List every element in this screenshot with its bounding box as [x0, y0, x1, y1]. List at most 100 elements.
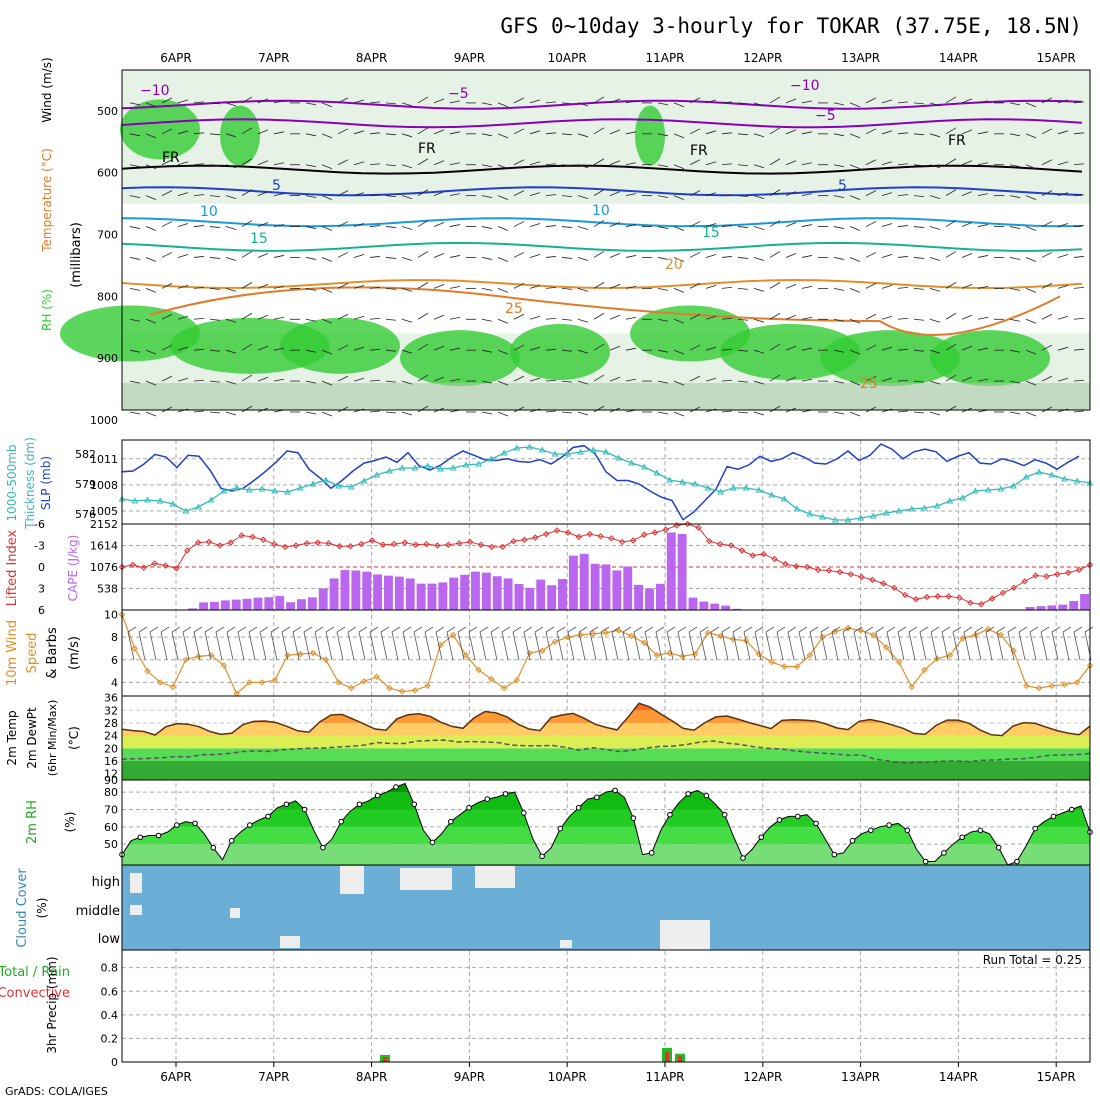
wind-barb	[881, 346, 893, 351]
temp2m-tick: 12	[104, 768, 118, 781]
wind-barb	[513, 128, 525, 135]
li-tick: 6	[38, 604, 45, 617]
wind10-point	[220, 662, 228, 669]
cape-bar	[666, 532, 676, 610]
wind-barb	[401, 102, 413, 107]
wind-barb	[1073, 132, 1085, 135]
wind-barb	[769, 127, 781, 135]
li-point	[140, 564, 147, 571]
wind10-barb	[534, 631, 542, 661]
rh2m-point	[447, 818, 454, 825]
rh2m-point	[904, 827, 911, 834]
wind-barb	[673, 380, 685, 386]
wind-barb	[481, 102, 493, 106]
wind10-barb	[215, 631, 223, 661]
wind-barb	[1073, 410, 1085, 413]
li-point	[314, 539, 321, 546]
li-point	[912, 596, 920, 603]
li-point	[466, 538, 474, 546]
thickness-point	[1048, 471, 1056, 478]
wind-barb	[513, 344, 525, 351]
wind10-barb	[303, 626, 313, 633]
wind10-barb	[1073, 626, 1083, 633]
wind-barb	[849, 102, 861, 108]
rh2m-point	[922, 858, 929, 865]
li-tick: -3	[34, 540, 45, 553]
wind10-point	[768, 658, 775, 666]
wind10-barb	[523, 626, 533, 633]
rh2m-point	[740, 855, 746, 861]
wind-barb	[177, 315, 189, 320]
wind-barb	[193, 317, 205, 320]
li-point	[227, 539, 234, 546]
wind-barb	[401, 411, 413, 416]
temp-band	[122, 748, 1090, 761]
wind-barb	[545, 379, 557, 382]
precip-tick: 0.4	[101, 1009, 119, 1022]
wind10-barb	[490, 626, 500, 633]
thickness-point	[386, 467, 393, 474]
wind-barb	[785, 345, 797, 351]
wind-barb	[417, 282, 429, 289]
cloud-block	[660, 920, 710, 950]
wind10-barb	[754, 631, 762, 661]
cloud-row-label: low	[98, 932, 121, 947]
wind10-barb	[358, 626, 368, 633]
wind-barb	[1025, 226, 1037, 231]
wind-barb	[305, 257, 317, 260]
wind-barb	[1009, 133, 1021, 137]
li-point	[1065, 569, 1072, 576]
wind10-barb	[149, 631, 157, 661]
cloud-bg	[122, 865, 1090, 950]
wind10-barb	[655, 626, 665, 633]
cape-bar	[210, 602, 219, 610]
wind-barb	[433, 345, 445, 351]
wind10-barb	[490, 631, 498, 661]
wind-barb	[609, 222, 621, 227]
wind-barb	[257, 283, 269, 289]
rh2m-point	[429, 839, 436, 846]
wind10-barb	[578, 626, 588, 633]
wind-barb	[337, 128, 349, 135]
cape-bar	[297, 599, 306, 610]
wind10-barb	[798, 631, 806, 661]
thickness-point	[844, 516, 852, 523]
wind-barb	[769, 405, 781, 413]
wind10-point	[182, 656, 189, 663]
wind-barb	[1057, 192, 1069, 197]
temp2m-tick: 32	[104, 704, 118, 717]
wind-barb	[497, 133, 509, 139]
wind10-barb	[501, 631, 509, 661]
wind-barb	[945, 343, 957, 351]
wind10-barb	[875, 631, 883, 661]
contour-label: 10	[200, 204, 218, 220]
wind10-barb	[325, 631, 333, 661]
rh2m-point	[283, 801, 290, 808]
wind-barb	[369, 286, 381, 289]
wind-barb	[513, 221, 525, 227]
thickness-point	[462, 461, 470, 468]
li-point	[510, 537, 517, 545]
rh-high-region	[820, 330, 960, 387]
wind-barb	[177, 377, 189, 382]
wind10-barb	[402, 626, 412, 633]
wind-barb	[129, 318, 141, 322]
wind-barb	[977, 316, 989, 320]
rh2m-point	[758, 834, 765, 841]
rh2m-point	[1068, 806, 1075, 813]
wind-barb	[1041, 190, 1053, 196]
wind10-barb	[1007, 631, 1015, 661]
li-point	[303, 540, 311, 547]
wind10-point	[564, 633, 571, 641]
rh2m-point	[594, 794, 600, 801]
wind10-tick: 10	[104, 609, 118, 622]
wind-barb	[769, 343, 781, 351]
cape-bar	[558, 579, 567, 610]
cape-tick: 1614	[90, 540, 118, 553]
wind-barb	[561, 287, 573, 290]
wind-barb	[385, 102, 397, 105]
wind-barb	[561, 349, 573, 352]
wind-barb	[961, 129, 973, 135]
wind10-point	[1061, 681, 1068, 688]
